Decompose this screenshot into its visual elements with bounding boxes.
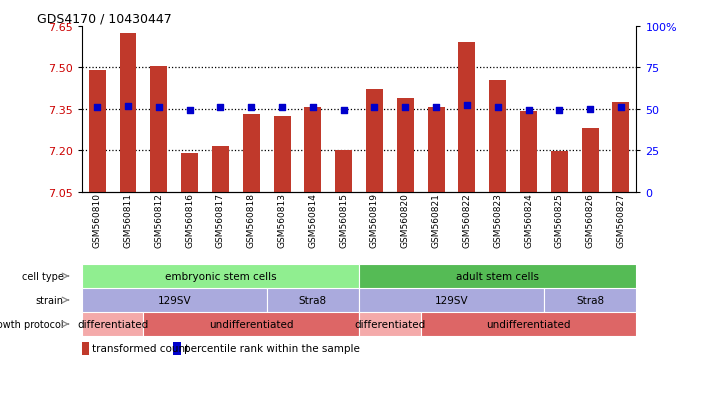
Point: [122, 103, 134, 110]
Text: GSM560817: GSM560817: [216, 193, 225, 248]
Text: Stra8: Stra8: [299, 295, 327, 305]
Text: Stra8: Stra8: [576, 295, 604, 305]
Text: 129SV: 129SV: [434, 295, 469, 305]
Bar: [359, 288, 544, 312]
Text: GSM560815: GSM560815: [339, 193, 348, 248]
Bar: [181, 154, 198, 192]
Bar: [544, 288, 636, 312]
Point: [430, 105, 442, 112]
Text: GSM560823: GSM560823: [493, 193, 502, 247]
Text: GSM560821: GSM560821: [432, 193, 441, 247]
Point: [153, 105, 164, 112]
Bar: [212, 147, 229, 192]
Point: [277, 105, 288, 112]
Bar: [520, 112, 537, 192]
Point: [615, 105, 626, 112]
Text: GSM560813: GSM560813: [277, 193, 287, 248]
Point: [338, 107, 349, 114]
Bar: [89, 71, 106, 192]
Bar: [144, 312, 359, 336]
Point: [245, 105, 257, 112]
Text: GSM560810: GSM560810: [92, 193, 102, 248]
Bar: [421, 312, 636, 336]
Text: 129SV: 129SV: [157, 295, 191, 305]
Bar: [489, 81, 506, 192]
Text: undifferentiated: undifferentiated: [486, 319, 571, 329]
Text: GDS4170 / 10430447: GDS4170 / 10430447: [38, 13, 172, 26]
Bar: [612, 102, 629, 192]
Text: strain: strain: [36, 295, 64, 305]
Bar: [427, 108, 444, 192]
Point: [400, 105, 411, 112]
Text: GSM560811: GSM560811: [124, 193, 132, 248]
Bar: [359, 264, 636, 288]
Text: GSM560827: GSM560827: [616, 193, 626, 247]
Text: cell type: cell type: [22, 271, 64, 281]
Point: [215, 105, 226, 112]
Text: GSM560819: GSM560819: [370, 193, 379, 248]
Point: [461, 103, 473, 109]
Bar: [150, 67, 167, 192]
Text: GSM560826: GSM560826: [586, 193, 594, 247]
Bar: [335, 151, 352, 192]
Bar: [119, 34, 137, 192]
Text: GSM560812: GSM560812: [154, 193, 164, 247]
Bar: [459, 43, 476, 192]
Point: [554, 107, 565, 114]
Bar: [82, 264, 359, 288]
Point: [492, 105, 503, 112]
Text: undifferentiated: undifferentiated: [209, 319, 294, 329]
Bar: [304, 108, 321, 192]
Text: embryonic stem cells: embryonic stem cells: [165, 271, 276, 281]
Text: GSM560820: GSM560820: [401, 193, 410, 247]
Point: [92, 105, 103, 112]
Bar: [82, 342, 90, 355]
Point: [369, 105, 380, 112]
Bar: [242, 115, 260, 192]
Text: GSM560814: GSM560814: [309, 193, 317, 247]
Bar: [274, 116, 291, 192]
Bar: [582, 129, 599, 192]
Text: differentiated: differentiated: [354, 319, 425, 329]
Text: GSM560818: GSM560818: [247, 193, 256, 248]
Text: differentiated: differentiated: [77, 319, 148, 329]
Text: adult stem cells: adult stem cells: [456, 271, 539, 281]
Text: growth protocol: growth protocol: [0, 319, 64, 329]
Bar: [551, 152, 568, 192]
Text: GSM560824: GSM560824: [524, 193, 533, 247]
Bar: [366, 90, 383, 192]
Point: [184, 107, 196, 114]
Bar: [267, 288, 359, 312]
Bar: [82, 288, 267, 312]
Text: transformed count: transformed count: [92, 344, 189, 354]
Text: percentile rank within the sample: percentile rank within the sample: [183, 344, 360, 354]
Bar: [359, 312, 421, 336]
Text: GSM560825: GSM560825: [555, 193, 564, 247]
Bar: [397, 98, 414, 192]
Point: [523, 107, 534, 114]
Point: [307, 105, 319, 112]
Point: [584, 106, 596, 113]
Text: GSM560816: GSM560816: [185, 193, 194, 248]
Bar: [82, 312, 144, 336]
Text: GSM560822: GSM560822: [462, 193, 471, 247]
Bar: [173, 342, 181, 355]
